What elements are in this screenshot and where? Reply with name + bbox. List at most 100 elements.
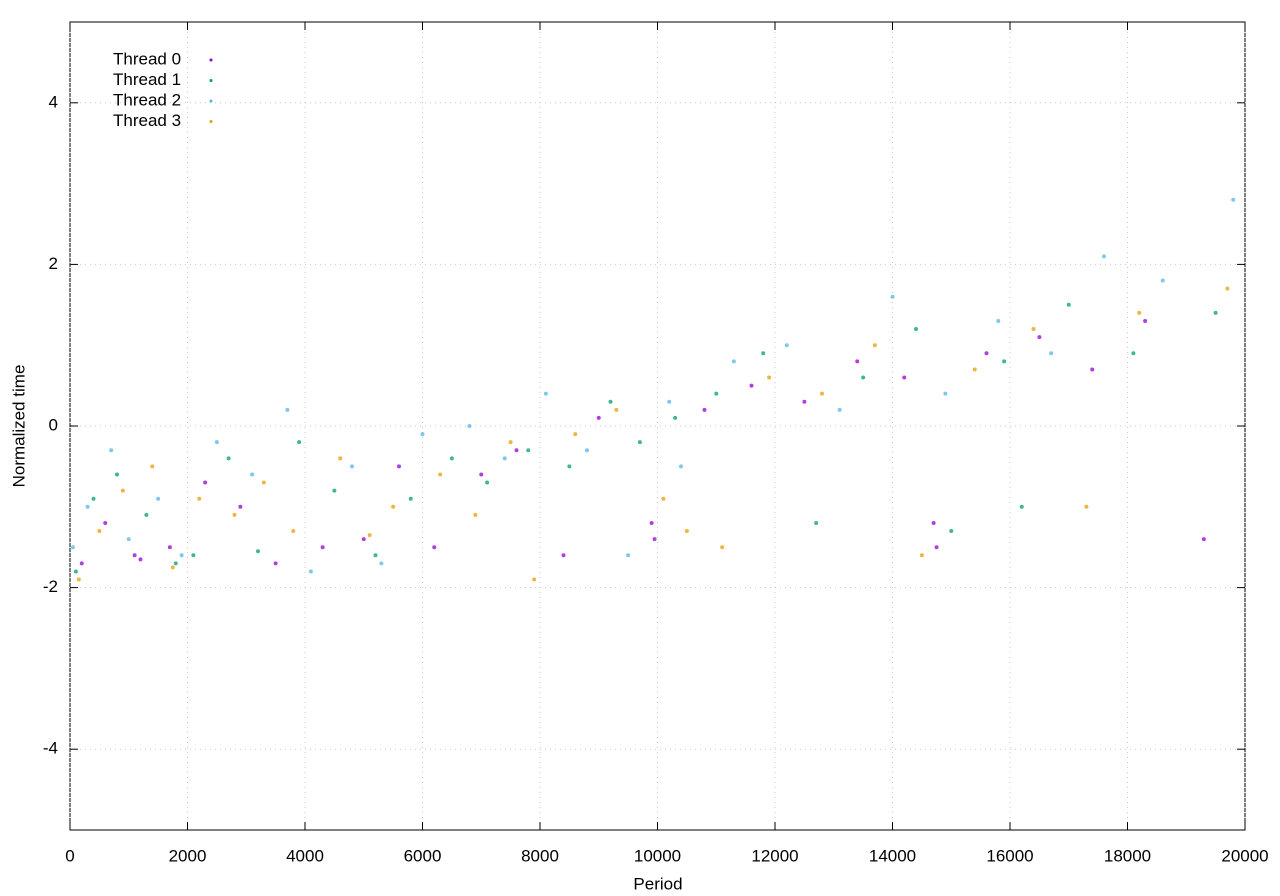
data-point — [91, 496, 96, 501]
y-tick-label: 4 — [49, 92, 58, 111]
data-point — [397, 464, 401, 469]
data-point — [70, 545, 75, 550]
data-point — [637, 440, 642, 445]
data-point — [250, 472, 255, 477]
data-point — [561, 553, 566, 558]
y-tick-label: 2 — [49, 254, 58, 273]
data-point — [934, 545, 939, 550]
data-point — [931, 520, 936, 525]
data-point — [103, 520, 108, 525]
data-point — [714, 391, 719, 396]
data-point — [784, 343, 789, 348]
data-point — [73, 569, 78, 574]
data-point — [438, 472, 443, 477]
y-tick-label: 0 — [49, 415, 58, 434]
data-point — [132, 553, 137, 558]
legend-marker — [209, 58, 213, 62]
data-point — [679, 464, 683, 469]
x-tick-label: 12000 — [751, 846, 798, 865]
data-point — [861, 375, 866, 380]
data-point — [667, 399, 672, 404]
y-tick-label: -4 — [43, 739, 58, 758]
data-point — [203, 480, 208, 485]
data-point — [608, 399, 613, 404]
data-point — [890, 294, 895, 299]
data-point — [191, 553, 196, 558]
data-point — [814, 520, 819, 525]
data-point — [872, 343, 877, 348]
data-point — [479, 472, 484, 477]
data-point — [150, 464, 155, 469]
x-tick-label: 8000 — [521, 846, 559, 865]
data-point — [1102, 254, 1106, 259]
data-point — [320, 545, 325, 550]
data-point — [173, 561, 178, 566]
data-point — [179, 553, 184, 558]
data-point — [919, 553, 924, 558]
x-tick-label: 2000 — [169, 846, 207, 865]
data-point — [673, 415, 678, 420]
data-point — [76, 577, 81, 582]
data-point — [731, 359, 736, 364]
data-point — [1090, 367, 1095, 372]
data-point — [1031, 327, 1036, 332]
data-point — [943, 391, 948, 396]
data-point — [996, 318, 1001, 323]
data-point — [702, 407, 707, 412]
data-point — [1201, 537, 1206, 542]
data-point — [661, 496, 666, 501]
y-tick-label: -2 — [43, 577, 58, 596]
data-point — [902, 375, 907, 380]
data-point — [767, 375, 772, 380]
legend-label: Thread 0 — [113, 49, 181, 68]
data-point — [420, 432, 425, 437]
data-point — [473, 512, 478, 517]
x-axis-label: Period — [633, 874, 682, 893]
data-point — [802, 399, 807, 404]
data-point — [614, 407, 619, 412]
data-point — [567, 464, 572, 469]
data-point — [109, 448, 114, 453]
data-point — [1231, 197, 1236, 202]
data-point — [502, 456, 507, 461]
data-point — [972, 367, 977, 372]
data-point — [226, 456, 231, 461]
data-point — [684, 529, 689, 534]
data-point — [232, 512, 237, 517]
data-point — [291, 529, 296, 534]
data-point — [1002, 359, 1007, 364]
data-point — [238, 504, 243, 509]
legend-marker — [209, 79, 213, 82]
x-tick-label: 18000 — [1104, 846, 1151, 865]
data-point — [338, 456, 343, 461]
data-point — [1213, 310, 1218, 315]
data-point — [532, 577, 537, 582]
data-point — [261, 480, 266, 485]
data-point — [367, 533, 372, 538]
data-point — [144, 512, 149, 517]
x-tick-label: 16000 — [986, 846, 1033, 865]
plot-frame — [69, 21, 1246, 831]
legend-label: Thread 2 — [113, 90, 181, 109]
data-point — [585, 448, 589, 453]
data-point — [649, 520, 654, 525]
data-point — [332, 488, 337, 493]
data-point — [432, 545, 437, 550]
data-point — [120, 488, 125, 493]
data-point — [526, 448, 531, 453]
data-point — [170, 565, 175, 570]
data-point — [1084, 504, 1089, 509]
data-point — [156, 496, 161, 501]
data-point — [1137, 310, 1142, 315]
data-point — [197, 496, 202, 501]
data-point — [79, 561, 84, 566]
data-point — [308, 569, 313, 574]
data-point — [1037, 335, 1042, 340]
legend-label: Thread 1 — [113, 70, 181, 89]
data-point — [1131, 351, 1136, 356]
data-point — [485, 480, 490, 485]
data-point — [167, 545, 172, 550]
data-point — [749, 383, 754, 388]
data-point — [596, 415, 601, 420]
